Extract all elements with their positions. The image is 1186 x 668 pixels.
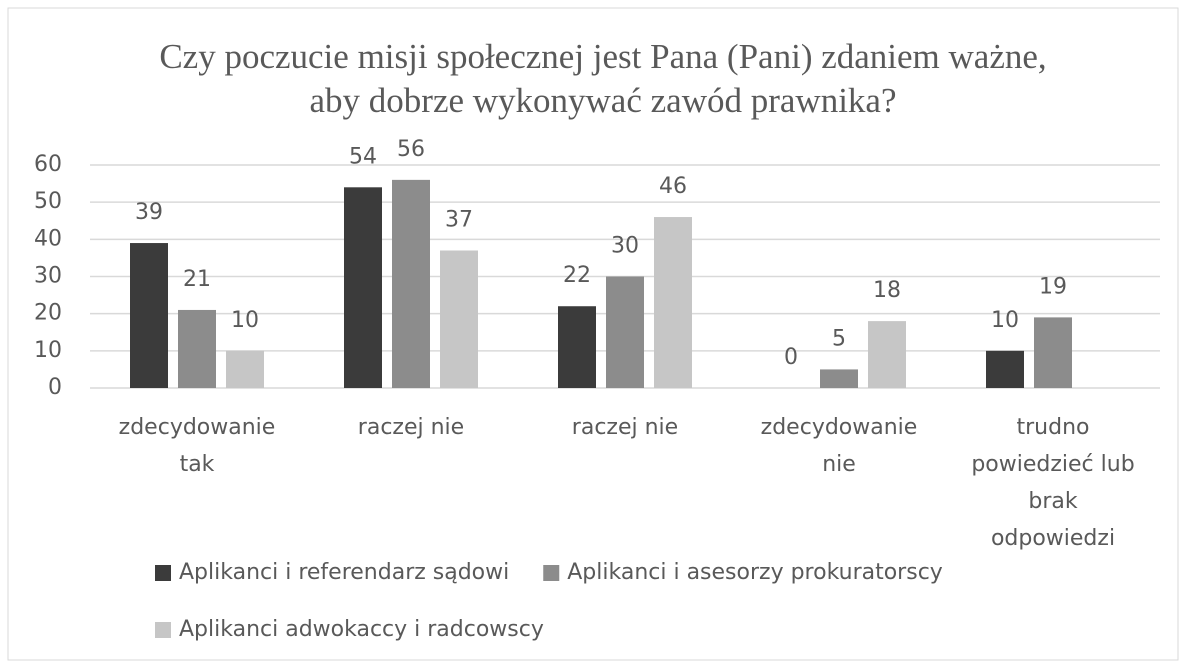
value-label: 54 [349,144,377,169]
legend-swatch [155,565,171,581]
y-tick-label: 0 [48,375,62,400]
value-label: 10 [231,308,259,333]
bar [654,217,692,388]
x-tick-label: zdecydowanie nie [761,415,918,477]
y-tick-label: 10 [34,338,62,363]
chart-title: Czy poczucie misji społecznej jest Pana … [159,37,1046,120]
legend-swatch [543,565,560,581]
legend-label: Aplikanci i asesorzy prokuratorscy [567,560,943,585]
value-label: 5 [832,326,846,351]
value-label: 56 [397,137,425,162]
value-label: 21 [183,267,211,292]
x-tick-label: raczej nie [572,415,678,440]
legend-label: Aplikanci i referendarz sądowi [179,560,509,585]
value-label: 30 [611,234,639,259]
y-tick-label: 40 [34,226,62,251]
bar [820,369,858,388]
value-label: 0 [784,345,798,370]
bar [344,187,382,388]
x-tick-label: trudno powiedzieć lub brak odpowiedzi [971,415,1134,551]
bar [558,306,596,388]
y-tick-label: 60 [34,152,62,177]
x-tick-label: zdecydowanie tak [119,415,276,477]
y-tick-label: 30 [34,264,62,289]
x-tick-label: raczej nie [358,415,464,440]
value-label: 39 [135,200,163,225]
value-label: 46 [659,174,687,199]
y-tick-label: 50 [34,189,62,214]
bar [130,243,168,388]
bar [392,179,430,388]
y-tick-label: 20 [34,301,62,326]
bar [178,309,216,388]
legend-swatch [155,622,171,638]
bar [1034,317,1072,388]
value-label: 18 [873,278,901,303]
value-label: 10 [991,308,1019,333]
value-label: 22 [563,263,591,288]
value-label: 19 [1039,274,1067,299]
value-label: 37 [445,207,473,232]
bar [606,276,644,388]
bar [226,350,264,388]
legend-label: Aplikanci adwokaccy i radcowscy [179,617,544,642]
bar [868,321,906,388]
bar [986,350,1024,388]
bar [440,250,478,388]
